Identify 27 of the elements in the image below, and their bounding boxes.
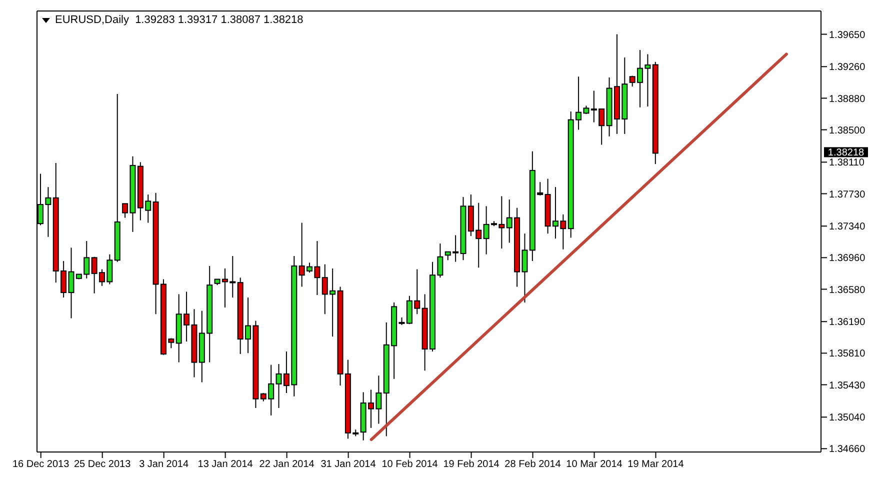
x-tick-label: 16 Dec 2013 <box>12 459 70 470</box>
y-tick-label: 1.39650 <box>829 30 866 41</box>
y-tick-label: 1.35810 <box>829 348 866 360</box>
x-tick-label: 10 Feb 2014 <box>382 459 438 470</box>
x-tick-label: 13 Jan 2014 <box>198 459 254 470</box>
x-tick-label: 28 Feb 2014 <box>504 459 562 470</box>
x-tick-label: 19 Mar 2014 <box>628 459 684 470</box>
x-tick-label: 25 Dec 2013 <box>74 459 132 470</box>
y-tick-label: 1.39260 <box>829 62 866 74</box>
y-tick-label: 1.37340 <box>829 222 866 233</box>
y-tick-label: 1.36960 <box>829 253 866 264</box>
y-tick-label: 1.35040 <box>829 412 866 424</box>
x-tick-label: 22 Jan 2014 <box>259 459 315 470</box>
x-tick-label: 31 Jan 2014 <box>320 459 376 470</box>
x-tick-label: 3 Jan 2014 <box>139 459 189 470</box>
y-tick-label: 1.35430 <box>829 380 866 392</box>
y-tick-label: 1.38880 <box>829 94 866 105</box>
x-tick-label: 10 Mar 2014 <box>566 459 623 470</box>
y-tick-label: 1.36190 <box>829 317 866 328</box>
y-tick-label: 1.37730 <box>829 189 866 200</box>
x-tick-label: 19 Feb 2014 <box>443 459 500 470</box>
y-tick-label: 1.38110 <box>829 158 865 169</box>
text: 1.38218 <box>828 148 865 159</box>
y-tick-label: 1.38500 <box>829 125 866 136</box>
chart-title: EURUSD,Daily 1.39283 1.39317 1.38087 1.38218 <box>55 14 304 26</box>
y-tick-label: 1.34660 <box>829 444 866 456</box>
y-tick-label: 1.36580 <box>829 284 866 296</box>
